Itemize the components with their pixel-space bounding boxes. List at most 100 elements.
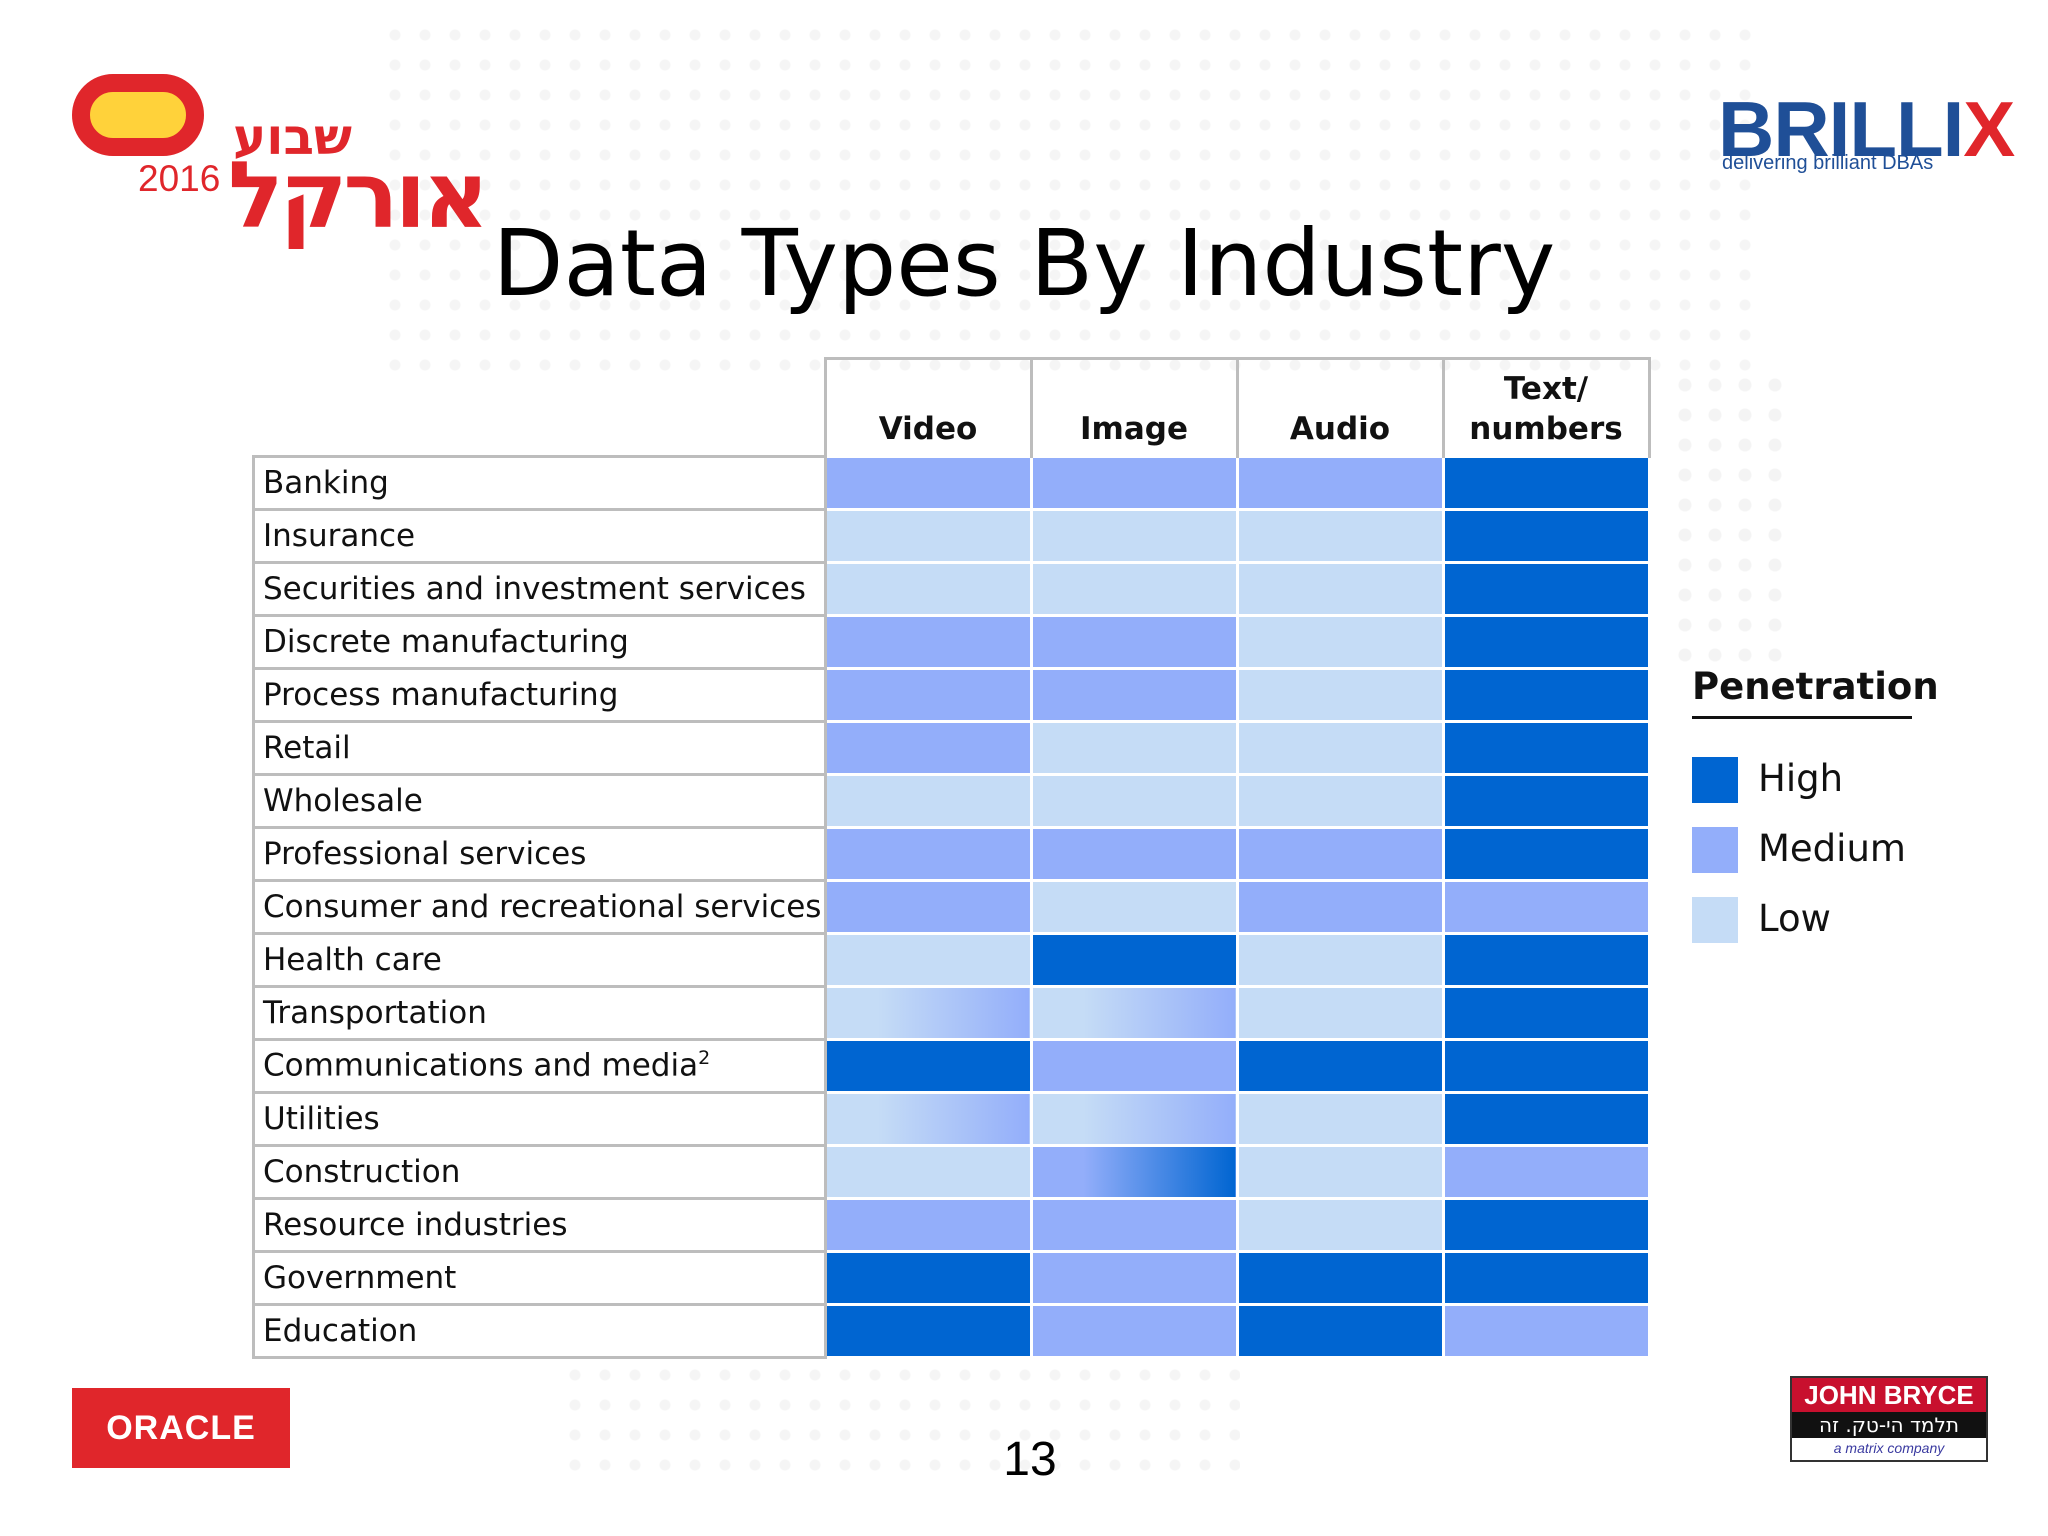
heatmap-cell-health-care-video xyxy=(823,931,1033,988)
legend-swatch-medium xyxy=(1692,827,1738,873)
heatmap-cell-education-video xyxy=(823,1302,1033,1359)
brillix-tagline: delivering brilliant DBAs xyxy=(1722,152,1934,174)
legend-label-low: Low xyxy=(1758,897,1831,940)
row-label-communications-and-media: Communications and media2 xyxy=(252,1037,827,1094)
heatmap-cell-resource-industries-image xyxy=(1029,1196,1239,1253)
legend: Penetration High Medium Low xyxy=(1692,665,1939,957)
table-row-professional-services: Professional services xyxy=(252,825,1651,882)
conference-logo-year: 2016 xyxy=(138,158,221,199)
heatmap-cell-education-image xyxy=(1029,1302,1239,1359)
heatmap-cell-utilities-video xyxy=(823,1090,1033,1147)
legend-swatch-high xyxy=(1692,757,1738,803)
conference-logo-hebrew-top: שבוע xyxy=(233,108,352,166)
heatmap-cell-discrete-manufacturing-image xyxy=(1029,613,1239,670)
table-row-transportation: Transportation xyxy=(252,984,1651,1041)
brillix-logo-wordmark: BRILLIX xyxy=(1718,90,2038,168)
chart-title: Data Types By Industry xyxy=(492,210,1556,317)
heatmap-cell-health-care-image xyxy=(1029,931,1239,988)
row-label-retail: Retail xyxy=(252,719,827,776)
heatmap-cell-government-video xyxy=(823,1249,1033,1306)
legend-item-low: Low xyxy=(1692,887,1922,957)
heatmap-cell-consumer-and-recreational-services-video xyxy=(823,878,1033,935)
row-label-text: Construction xyxy=(263,1153,461,1190)
heatmap-cell-professional-services-image xyxy=(1029,825,1239,882)
heatmap-cell-insurance-image xyxy=(1029,507,1239,564)
legend-item-high: High xyxy=(1692,747,1922,817)
oracle-logo: ORACLE xyxy=(72,1388,290,1468)
heatmap-cell-communications-and-media-text-numbers xyxy=(1441,1037,1651,1094)
john-bryce-name: JOHN BRYCE xyxy=(1792,1378,1986,1412)
heatmap-cell-resource-industries-audio xyxy=(1235,1196,1445,1253)
brillix-logo: BRILLIX delivering brilliant DBAs xyxy=(1718,90,2038,180)
row-label-securities-and-investment-services: Securities and investment services xyxy=(252,560,827,617)
row-label-text: Retail xyxy=(263,729,351,766)
heatmap-cell-securities-and-investment-services-image xyxy=(1029,560,1239,617)
heatmap-cell-retail-text-numbers xyxy=(1441,719,1651,776)
table-row-communications-and-media: Communications and media2 xyxy=(252,1037,1651,1094)
table-row-wholesale: Wholesale xyxy=(252,772,1651,829)
table-row-insurance: Insurance xyxy=(252,507,1651,564)
heatmap-cell-transportation-video xyxy=(823,984,1033,1041)
brillix-logo-main: BRILLI xyxy=(1718,85,1964,173)
row-label-transportation: Transportation xyxy=(252,984,827,1041)
heatmap-cell-education-text-numbers xyxy=(1441,1302,1651,1359)
table-row-utilities: Utilities xyxy=(252,1090,1651,1147)
heatmap-cell-discrete-manufacturing-audio xyxy=(1235,613,1445,670)
heatmap-cell-transportation-text-numbers xyxy=(1441,984,1651,1041)
row-label-text: Consumer and recreational services xyxy=(263,888,822,925)
heatmap-cell-wholesale-audio xyxy=(1235,772,1445,829)
row-label-discrete-manufacturing: Discrete manufacturing xyxy=(252,613,827,670)
heatmap-cell-discrete-manufacturing-text-numbers xyxy=(1441,613,1651,670)
heatmap-cell-banking-video xyxy=(823,454,1033,511)
row-label-utilities: Utilities xyxy=(252,1090,827,1147)
row-label-consumer-and-recreational-services: Consumer and recreational services xyxy=(252,878,827,935)
heatmap-cell-communications-and-media-video xyxy=(823,1037,1033,1094)
row-label-text: Government xyxy=(263,1259,457,1296)
legend-label-medium: Medium xyxy=(1758,827,1906,870)
row-label-text: Education xyxy=(263,1312,418,1349)
legend-items: High Medium Low xyxy=(1692,747,1922,957)
heatmap-cell-professional-services-text-numbers xyxy=(1441,825,1651,882)
table-row-resource-industries: Resource industries xyxy=(252,1196,1651,1253)
background-dot-pattern xyxy=(380,20,1760,380)
row-label-insurance: Insurance xyxy=(252,507,827,564)
john-bryce-hebrew: תלמד הי-טק. זה עובד! xyxy=(1792,1412,1986,1463)
heatmap-cell-government-image xyxy=(1029,1249,1239,1306)
heatmap-cell-government-text-numbers xyxy=(1441,1249,1651,1306)
table-corner xyxy=(254,359,826,457)
heatmap-cell-banking-image xyxy=(1029,454,1239,511)
heatmap-body: Banking Insurance Securities and investmen… xyxy=(252,454,1651,1359)
table-row-consumer-and-recreational-services: Consumer and recreational services xyxy=(252,878,1651,935)
heatmap-cell-securities-and-investment-services-audio xyxy=(1235,560,1445,617)
legend-label-high: High xyxy=(1758,757,1844,800)
column-header-text-numbers: Text/numbers xyxy=(1441,357,1651,456)
heatmap-cell-process-manufacturing-text-numbers xyxy=(1441,666,1651,723)
heatmap-cell-wholesale-text-numbers xyxy=(1441,772,1651,829)
row-label-text: Insurance xyxy=(263,517,416,554)
heatmap-cell-wholesale-image xyxy=(1029,772,1239,829)
heatmap-cell-securities-and-investment-services-text-numbers xyxy=(1441,560,1651,617)
background-dot-pattern-bottom xyxy=(560,1360,1240,1480)
column-header-image: Image xyxy=(1029,357,1239,456)
row-label-text: Communications and media xyxy=(263,1047,699,1084)
row-label-health-care: Health care xyxy=(252,931,827,988)
row-label-professional-services: Professional services xyxy=(252,825,827,882)
row-label-text: Utilities xyxy=(263,1100,380,1137)
heatmap-cell-health-care-text-numbers xyxy=(1441,931,1651,988)
heatmap-cell-retail-image xyxy=(1029,719,1239,776)
heatmap-cell-utilities-image xyxy=(1029,1090,1239,1147)
column-header-audio: Audio xyxy=(1235,357,1445,456)
row-label-text: Resource industries xyxy=(263,1206,568,1243)
footnote-marker: 2 xyxy=(698,1047,711,1070)
heatmap-cell-communications-and-media-image xyxy=(1029,1037,1239,1094)
heatmap-cell-resource-industries-video xyxy=(823,1196,1033,1253)
table-row-process-manufacturing: Process manufacturing xyxy=(252,666,1651,723)
heatmap-cell-education-audio xyxy=(1235,1302,1445,1359)
heatmap-cell-insurance-audio xyxy=(1235,507,1445,564)
heatmap-cell-insurance-video xyxy=(823,507,1033,564)
heatmap-cell-process-manufacturing-audio xyxy=(1235,666,1445,723)
heatmap-cell-communications-and-media-audio xyxy=(1235,1037,1445,1094)
conference-logo: שבוע אורקל 2016 xyxy=(68,70,489,249)
heatmap-cell-professional-services-audio xyxy=(1235,825,1445,882)
row-label-text: Health care xyxy=(263,941,442,978)
